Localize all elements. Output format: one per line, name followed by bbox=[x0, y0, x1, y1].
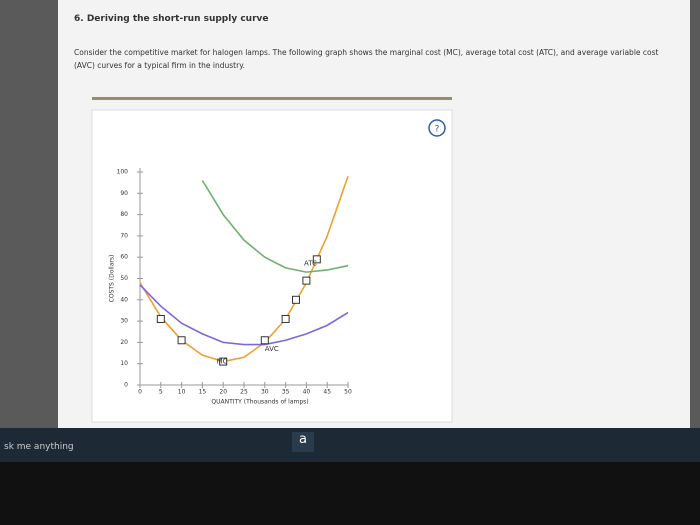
y-axis-label: COSTS (Dollars) bbox=[109, 255, 116, 303]
x-tick-label: 35 bbox=[282, 389, 290, 396]
instructions: Consider the competitive market for halo… bbox=[74, 48, 659, 70]
y-tick-label: 100 bbox=[117, 169, 129, 176]
curve-label: ATC bbox=[304, 260, 317, 268]
point-marker bbox=[177, 336, 186, 345]
x-tick-label: 20 bbox=[219, 389, 227, 396]
point-marker bbox=[302, 276, 311, 285]
divider bbox=[92, 97, 452, 100]
y-tick-label: 60 bbox=[120, 254, 128, 261]
curve bbox=[139, 284, 349, 346]
y-tick-label: 90 bbox=[120, 190, 128, 197]
x-tick-label: 45 bbox=[323, 389, 331, 396]
point-marker bbox=[219, 357, 228, 366]
search-box[interactable]: sk me anything bbox=[4, 442, 74, 452]
point-marker bbox=[312, 255, 321, 264]
x-tick-label: 10 bbox=[178, 389, 186, 396]
point-marker bbox=[260, 336, 269, 345]
curve-label: MC bbox=[217, 358, 228, 366]
y-tick-label: 0 bbox=[124, 382, 128, 389]
curve bbox=[201, 180, 349, 273]
y-tick-label: 50 bbox=[120, 275, 128, 282]
x-tick-label: 30 bbox=[261, 389, 269, 396]
y-tick-label: 40 bbox=[120, 296, 128, 303]
question-title: 6. Deriving the short-run supply curve bbox=[74, 14, 269, 24]
curve bbox=[139, 175, 349, 363]
app-icon[interactable]: a bbox=[292, 432, 314, 452]
y-tick-label: 20 bbox=[120, 339, 128, 346]
curve-label: AVC bbox=[265, 345, 279, 353]
x-tick-label: 40 bbox=[303, 389, 311, 396]
x-tick-label: 0 bbox=[138, 389, 142, 396]
x-tick-label: 15 bbox=[199, 389, 207, 396]
screen: 6. Deriving the short-run supply curve C… bbox=[0, 0, 700, 428]
point-marker bbox=[292, 295, 300, 304]
taskbar: sk me anything a bbox=[0, 428, 700, 462]
help-icon[interactable]: ? bbox=[435, 125, 440, 135]
help-button[interactable] bbox=[428, 119, 446, 137]
x-axis-label: QUANTITY (Thousands of lamps) bbox=[211, 399, 308, 406]
y-tick-label: 30 bbox=[120, 318, 128, 325]
point-marker bbox=[281, 314, 290, 323]
x-tick-label: 5 bbox=[159, 389, 163, 396]
y-tick-label: 70 bbox=[120, 232, 128, 239]
x-tick-label: 25 bbox=[240, 389, 248, 396]
chart: ? 0 10 20 30 40 50 60 70 80 90 100 0 5 10 15 20 25 30 35 40… bbox=[91, 109, 453, 423]
chart-frame bbox=[91, 109, 453, 423]
y-tick-label: 80 bbox=[120, 211, 128, 218]
y-tick-label: 10 bbox=[120, 360, 128, 367]
point-marker bbox=[156, 314, 165, 323]
x-tick-label: 50 bbox=[344, 389, 352, 396]
